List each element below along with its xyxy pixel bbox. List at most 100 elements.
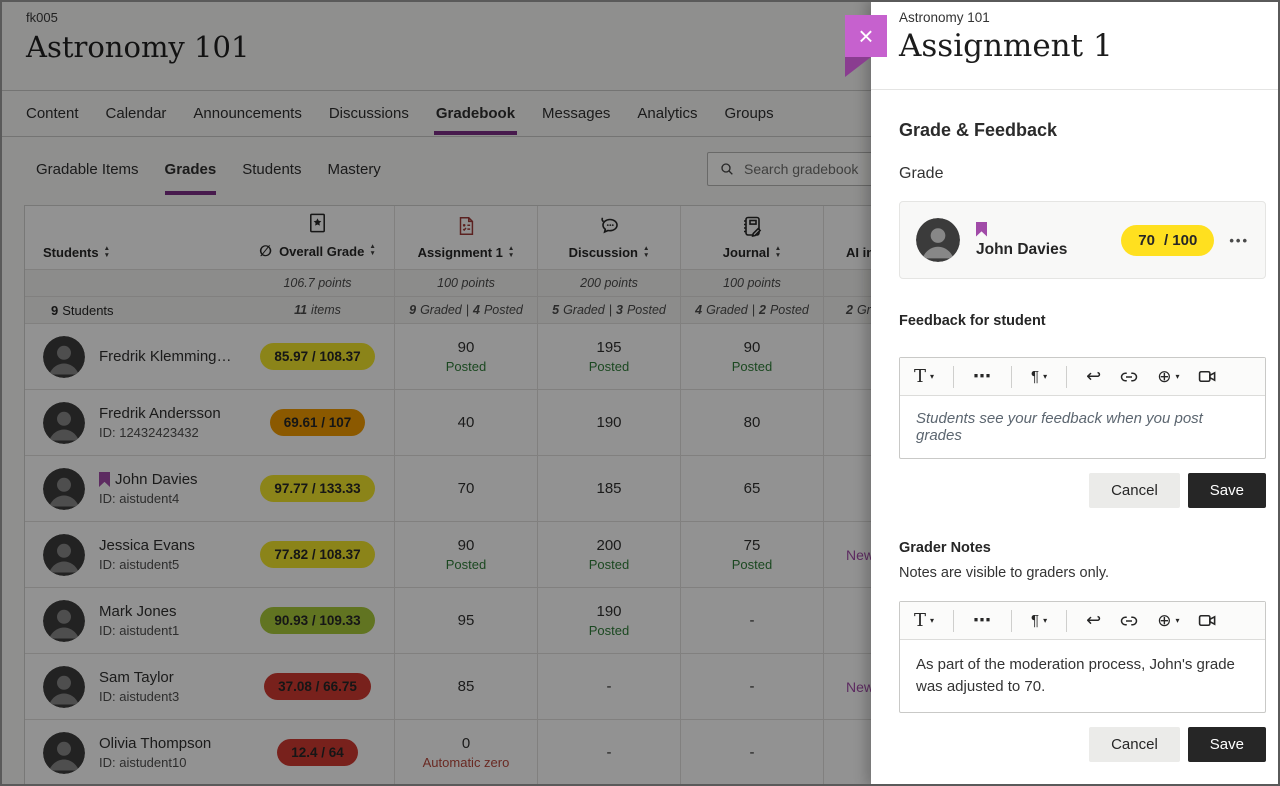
insert-content-icon[interactable]: ⊕ ▾ <box>1157 610 1180 630</box>
ai-cell[interactable]: New <box>823 522 1043 587</box>
grade-cell[interactable]: 90 Posted <box>680 324 823 389</box>
grade-cell[interactable]: - <box>680 720 823 785</box>
avatar <box>43 401 85 444</box>
record-video-icon[interactable] <box>1198 611 1217 630</box>
subtab-mastery[interactable]: Mastery <box>327 160 381 178</box>
grade-cell[interactable]: 85 <box>394 654 537 719</box>
overall-grade-pill[interactable]: 69.61 / 107 <box>269 409 366 436</box>
student-cell[interactable]: Jessica Evans ID: aistudent5 <box>25 522 241 587</box>
subtab-gradable-items[interactable]: Gradable Items <box>36 160 139 178</box>
paragraph-icon[interactable]: ¶ ▾ <box>1031 612 1048 629</box>
discussion-icon <box>597 214 621 238</box>
course-header: fk005 Astronomy 101 <box>0 0 1280 90</box>
column-header-journal[interactable]: Journal ▲ ▼ <box>680 206 823 269</box>
insert-content-icon[interactable]: ⊕ ▾ <box>1157 366 1180 386</box>
grade-cell[interactable]: 190 <box>537 390 680 455</box>
tab-discussions[interactable]: Discussions <box>328 105 409 122</box>
undo-icon[interactable]: ↩ <box>1086 610 1102 630</box>
grader-notes-input[interactable]: As part of the moderation process, John'… <box>900 640 1265 712</box>
overall-grade-pill[interactable]: 97.77 / 133.33 <box>260 475 375 502</box>
grade-cell[interactable]: 40 <box>394 390 537 455</box>
overall-grade-pill[interactable]: 90.93 / 109.33 <box>260 607 375 634</box>
overall-grade-pill[interactable]: 77.82 / 108.37 <box>260 541 375 568</box>
paragraph-icon[interactable]: ¶ ▾ <box>1031 368 1048 385</box>
student-cell[interactable]: Fredrik Klemming… <box>25 324 241 389</box>
student-cell[interactable]: Olivia Thompson ID: aistudent10 <box>25 720 241 785</box>
tab-groups[interactable]: Groups <box>724 105 774 122</box>
undo-icon[interactable]: ↩ <box>1086 366 1102 386</box>
grade-cell[interactable]: - <box>680 588 823 653</box>
sort-icon: ▲ ▼ <box>642 244 650 259</box>
grade-cell[interactable]: 90 Posted <box>394 522 537 587</box>
overall-points: 106.7 points <box>283 276 352 290</box>
grade-cell[interactable]: 185 <box>537 456 680 521</box>
more-tools-icon[interactable]: ⋯ <box>973 366 993 386</box>
column-header-discussion[interactable]: Discussion ▲ ▼ <box>537 206 680 269</box>
text-style-icon[interactable]: T ▾ <box>914 610 935 631</box>
tab-analytics[interactable]: Analytics <box>637 105 698 122</box>
discussion-graded-posted: 5 Graded | 3 Posted <box>537 297 680 323</box>
search-input[interactable] <box>744 161 894 177</box>
overall-grade-pill[interactable]: 37.08 / 66.75 <box>264 673 371 700</box>
hidden-from-students-icon: ∅ <box>259 243 273 260</box>
column-header-ai[interactable]: AI in <box>823 206 1043 269</box>
sort-icon: ▲ ▼ <box>103 244 111 259</box>
ai-cell[interactable] <box>823 456 1043 521</box>
table-row: Mark Jones ID: aistudent1 90.93 / 109.33 … <box>25 588 1042 654</box>
grade-cell[interactable]: - <box>680 654 823 719</box>
tab-content[interactable]: Content <box>26 105 79 122</box>
avatar <box>916 218 960 262</box>
grade-cell[interactable]: 190 Posted <box>537 588 680 653</box>
subtab-grades[interactable]: Grades <box>164 137 216 201</box>
cancel-button[interactable]: Cancel <box>1089 726 1180 762</box>
student-cell[interactable]: Mark Jones ID: aistudent1 <box>25 588 241 653</box>
close-panel-button[interactable]: × <box>845 15 887 57</box>
text-style-icon[interactable]: T ▾ <box>914 366 935 387</box>
link-icon[interactable] <box>1120 612 1138 630</box>
grade-cell[interactable]: 75 Posted <box>680 522 823 587</box>
column-header-overall-grade[interactable]: ∅ Overall Grade ▲ ▼ <box>241 206 394 269</box>
grade-cell[interactable]: - <box>537 720 680 785</box>
ai-cell[interactable] <box>823 390 1043 455</box>
overall-grade-pill[interactable]: 12.4 / 64 <box>277 739 358 766</box>
cancel-button[interactable]: Cancel <box>1089 473 1180 508</box>
accommodations-icon <box>99 472 110 487</box>
tab-announcements[interactable]: Announcements <box>193 105 302 122</box>
sort-icon: ▲ ▼ <box>507 244 515 259</box>
feedback-input[interactable]: Students see your feedback when you post… <box>900 396 1265 458</box>
ai-cell[interactable]: New <box>823 654 1043 719</box>
column-header-assignment1[interactable]: Assignment 1 ▲ ▼ <box>394 206 537 269</box>
tab-calendar[interactable]: Calendar <box>105 105 167 122</box>
ai-cell[interactable] <box>823 588 1043 653</box>
grade-cell[interactable]: 65 <box>680 456 823 521</box>
grade-cell[interactable]: 90 Posted <box>394 324 537 389</box>
overall-grade-pill[interactable]: 85.97 / 108.37 <box>260 343 375 370</box>
grade-pill[interactable]: 70 / 100 <box>1121 224 1215 256</box>
link-icon[interactable] <box>1120 368 1138 386</box>
grade-cell[interactable]: - <box>537 654 680 719</box>
grade-label: Grade <box>899 165 944 182</box>
column-header-students[interactable]: Students ▲ ▼ <box>43 244 111 260</box>
ai-cell[interactable] <box>823 720 1043 785</box>
save-button[interactable]: Save <box>1187 726 1266 762</box>
grade-cell[interactable]: 0 Automatic zero <box>394 720 537 785</box>
more-options-icon[interactable]: ••• <box>1229 232 1249 248</box>
feedback-editor: T ▾ ⋯ ¶ ▾ ↩ ⊕ ▾ Students see your feedback … <box>899 357 1266 459</box>
save-button[interactable]: Save <box>1187 473 1266 508</box>
tab-gradebook[interactable]: Gradebook <box>433 91 518 136</box>
ai-cell[interactable] <box>823 324 1043 389</box>
grade-cell[interactable]: 95 <box>394 588 537 653</box>
grade-cell[interactable]: 70 <box>394 456 537 521</box>
grade-cell[interactable]: 80 <box>680 390 823 455</box>
grade-cell[interactable]: 200 Posted <box>537 522 680 587</box>
student-grade-card: John Davies 70 / 100 ••• <box>899 201 1266 279</box>
tab-messages[interactable]: Messages <box>542 105 611 122</box>
student-cell[interactable]: Sam Taylor ID: aistudent3 <box>25 654 241 719</box>
grade-cell[interactable]: 195 Posted <box>537 324 680 389</box>
student-cell[interactable]: Fredrik Andersson ID: 12432423432 <box>25 390 241 455</box>
more-tools-icon[interactable]: ⋯ <box>973 610 993 630</box>
modal-dim-overlay[interactable] <box>0 0 871 786</box>
student-cell[interactable]: John Davies ID: aistudent4 <box>25 456 241 521</box>
subtab-students[interactable]: Students <box>242 160 302 178</box>
record-video-icon[interactable] <box>1198 367 1217 386</box>
